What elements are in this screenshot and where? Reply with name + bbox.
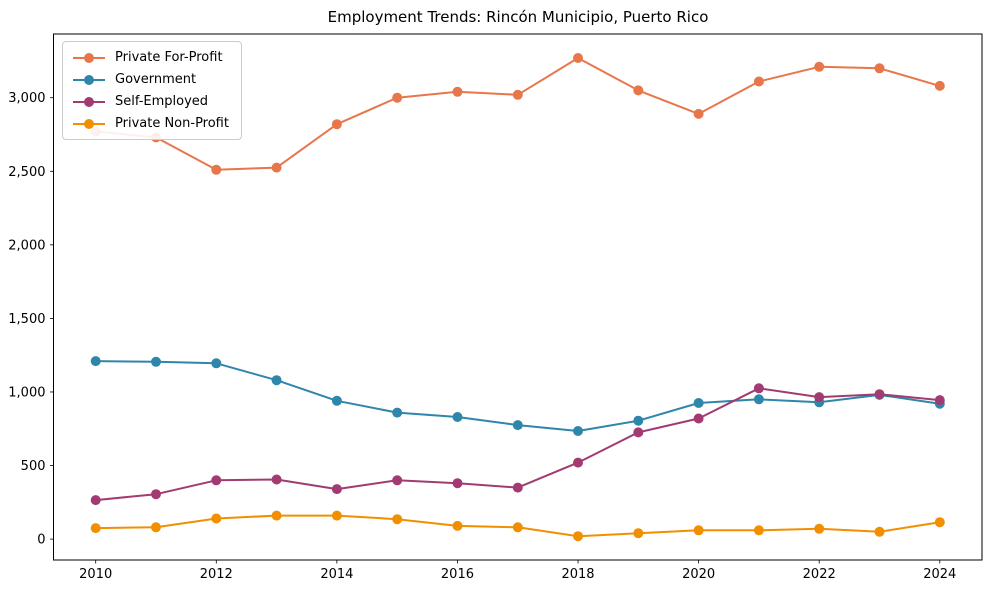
chart-title: Employment Trends: Rincón Municipio, Pue… (327, 8, 709, 26)
data-point-self-employed-2022 (814, 392, 825, 403)
data-point-private-non-profit-2014 (331, 510, 342, 521)
data-point-government-2013 (271, 375, 282, 386)
data-point-private-non-profit-2021 (753, 525, 764, 536)
legend-line-dot-marker (73, 52, 105, 64)
data-point-private-non-profit-2012 (211, 513, 222, 524)
data-point-private-non-profit-2019 (633, 528, 644, 539)
x-tick-label: 2024 (923, 567, 956, 582)
data-point-self-employed-2017 (512, 482, 523, 493)
x-tick-label: 2016 (441, 567, 474, 582)
data-point-self-employed-2018 (573, 457, 583, 468)
data-point-self-employed-2011 (151, 489, 161, 500)
data-point-private-non-profit-2010 (90, 523, 101, 534)
legend-line-dot-marker (73, 118, 105, 130)
legend-line-dot-marker (73, 74, 105, 86)
data-point-private-non-profit-2013 (271, 510, 282, 521)
data-point-private-for-profit-2019 (633, 85, 644, 96)
data-point-government-2015 (392, 407, 403, 418)
legend-item-private-non-profit: Private Non-Profit (73, 115, 229, 132)
y-tick-label: 2,500 (8, 165, 45, 180)
legend-label: Private For-Profit (115, 50, 223, 65)
y-tick-label: 0 (37, 533, 45, 548)
data-point-private-non-profit-2023 (874, 526, 885, 537)
data-point-private-non-profit-2011 (151, 522, 161, 533)
data-point-private-for-profit-2012 (211, 164, 222, 175)
data-point-government-2020 (693, 398, 704, 408)
legend-line-dot-marker (73, 96, 105, 108)
legend-item-self-employed: Self-Employed (73, 93, 229, 110)
data-point-private-non-profit-2022 (814, 523, 825, 534)
data-point-government-2010 (90, 356, 101, 367)
y-tick-label: 3,000 (8, 91, 45, 106)
data-point-private-for-profit-2016 (452, 86, 463, 97)
data-point-government-2014 (331, 395, 342, 406)
data-point-government-2017 (512, 420, 523, 431)
data-point-government-2019 (633, 415, 644, 426)
data-point-self-employed-2015 (392, 475, 403, 486)
legend-item-government: Government (73, 71, 229, 88)
data-point-self-employed-2019 (633, 427, 644, 438)
y-tick-label: 1,500 (8, 312, 45, 327)
data-point-private-non-profit-2018 (573, 531, 583, 542)
data-point-private-non-profit-2017 (512, 522, 523, 533)
x-tick-label: 2010 (79, 567, 112, 582)
y-tick-label: 2,000 (8, 238, 45, 253)
legend-label: Government (115, 72, 197, 87)
data-point-private-for-profit-2024 (934, 80, 945, 91)
data-point-government-2011 (151, 356, 161, 367)
data-point-self-employed-2024 (934, 395, 945, 406)
x-tick-label: 2018 (561, 567, 594, 582)
data-point-private-for-profit-2020 (693, 108, 704, 119)
data-point-self-employed-2021 (753, 383, 764, 394)
data-point-private-for-profit-2023 (874, 63, 885, 74)
data-point-private-non-profit-2016 (452, 520, 463, 531)
plot-border (53, 33, 983, 561)
data-point-self-employed-2023 (874, 389, 885, 400)
data-point-government-2021 (753, 394, 764, 405)
data-point-self-employed-2012 (211, 475, 222, 486)
legend-label: Private Non-Profit (115, 116, 229, 131)
data-point-private-for-profit-2021 (753, 76, 764, 87)
data-point-government-2016 (452, 412, 463, 422)
legend: Private For-Profit Government Self-Employe… (62, 41, 242, 140)
x-tick-label: 2012 (200, 567, 233, 582)
data-point-self-employed-2010 (90, 495, 101, 506)
data-point-private-for-profit-2017 (512, 89, 523, 100)
data-point-self-employed-2014 (331, 484, 342, 495)
data-point-self-employed-2016 (452, 478, 463, 489)
data-point-self-employed-2020 (693, 413, 704, 424)
data-point-government-2012 (211, 358, 222, 369)
y-tick-label: 500 (21, 459, 46, 474)
data-point-private-for-profit-2018 (573, 53, 583, 63)
legend-item-private-for-profit: Private For-Profit (73, 49, 229, 66)
legend-label: Self-Employed (115, 94, 209, 109)
y-tick-label: 1,000 (8, 385, 45, 400)
data-point-self-employed-2013 (271, 474, 282, 485)
data-point-private-non-profit-2024 (934, 517, 945, 528)
x-tick-label: 2014 (320, 567, 353, 582)
data-point-private-for-profit-2014 (331, 119, 342, 130)
data-point-private-for-profit-2015 (392, 92, 403, 103)
data-point-private-non-profit-2020 (693, 525, 704, 536)
x-tick-label: 2020 (682, 567, 715, 582)
data-point-private-for-profit-2013 (271, 162, 282, 173)
data-point-private-non-profit-2015 (392, 514, 403, 525)
data-point-private-for-profit-2022 (814, 61, 825, 72)
x-tick-label: 2022 (803, 567, 836, 582)
data-point-government-2018 (573, 426, 583, 436)
